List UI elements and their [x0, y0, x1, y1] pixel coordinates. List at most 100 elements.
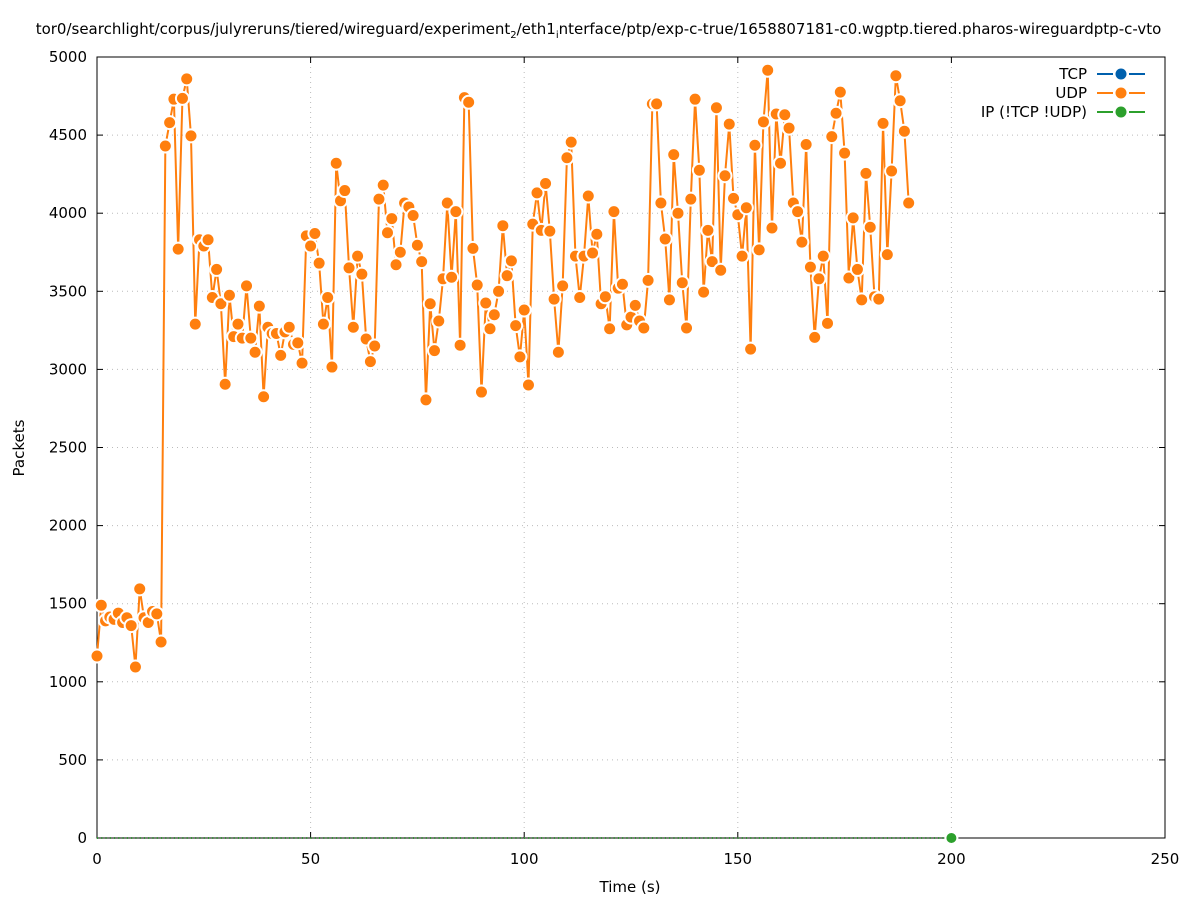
udp-data-point [273, 347, 289, 363]
udp-data-point [516, 302, 532, 318]
legend-label: UDP [1055, 84, 1087, 102]
udp-data-point [512, 349, 528, 365]
udp-data-point [478, 295, 494, 311]
udp-data-point [89, 648, 105, 664]
udp-data-point [495, 218, 511, 234]
legend-marker [1115, 87, 1127, 99]
udp-data-point [824, 129, 840, 145]
udp-data-point [892, 93, 908, 109]
udp-data-point [858, 165, 874, 181]
grid [97, 57, 1165, 838]
udp-data-point [209, 261, 225, 277]
udp-data-point [367, 338, 383, 354]
y-tick-label: 3500 [49, 282, 87, 300]
udp-data-point [854, 292, 870, 308]
x-tick-label: 200 [937, 850, 966, 868]
udp-data-point [405, 208, 421, 224]
y-tick-label: 2000 [49, 517, 87, 535]
udp-data-point [687, 91, 703, 107]
udp-data-point [828, 105, 844, 121]
x-tick-label: 50 [301, 850, 320, 868]
legend-marker [1115, 106, 1127, 118]
udp-data-point [721, 116, 737, 132]
udp-data-point [256, 389, 272, 405]
udp-data-point [841, 270, 857, 286]
udp-data-point [529, 185, 545, 201]
y-tick-label: 4000 [49, 204, 87, 222]
udp-data-point [379, 225, 395, 241]
x-axis-label: Time (s) [599, 878, 661, 896]
udp-data-point [414, 254, 430, 270]
udp-data-point [221, 287, 237, 303]
udp-data-point [132, 581, 148, 597]
udp-data-point [875, 115, 891, 131]
udp-data-point [341, 260, 357, 276]
udp-data-point [764, 220, 780, 236]
udp-data-point [217, 376, 233, 392]
udp-data-point [542, 223, 558, 239]
udp-data-point [123, 618, 139, 634]
udp-data-point [520, 377, 536, 393]
udp-data-point [811, 271, 827, 287]
udp-data-point [183, 128, 199, 144]
udp-data-point [640, 272, 656, 288]
udp-data-point [320, 290, 336, 306]
y-tick-label: 4500 [49, 126, 87, 144]
udp-data-point [388, 257, 404, 273]
x-tick-label: 0 [92, 850, 102, 868]
udp-data-point [661, 292, 677, 308]
udp-data-point [452, 337, 468, 353]
udp-data-point [555, 278, 571, 294]
udp-data-point [307, 226, 323, 242]
udp-data-point [820, 315, 836, 331]
udp-data-point [187, 316, 203, 332]
udp-data-point [649, 96, 665, 112]
udp-data-point [602, 321, 618, 337]
x-tick-label: 250 [1151, 850, 1180, 868]
udp-data-point [473, 384, 489, 400]
udp-data-point [679, 320, 695, 336]
udp-data-point [674, 275, 690, 291]
udp-data-point [726, 190, 742, 206]
udp-data-point [153, 634, 169, 650]
udp-data-point [311, 255, 327, 271]
udp-data-point [717, 168, 733, 184]
udp-data-point [580, 188, 596, 204]
udp-data-point [503, 253, 519, 269]
udp-data-point [294, 355, 310, 371]
udp-data-point [465, 240, 481, 256]
udp-data-point [324, 359, 340, 375]
udp-data-point [375, 177, 391, 193]
udp-data-point [422, 296, 438, 312]
udp-data-point [734, 248, 750, 264]
x-tick-label: 150 [723, 850, 752, 868]
legend-marker [1115, 68, 1127, 80]
series-layer [89, 62, 959, 845]
udp-data-point [781, 120, 797, 136]
udp-data-point [315, 316, 331, 332]
udp-data-point [747, 137, 763, 153]
udp-data-point [538, 176, 554, 192]
udp-data-point [794, 234, 810, 250]
udp-data-point [93, 597, 109, 613]
udp-data-point [499, 268, 515, 284]
axes: 0500100015002000250030003500400045005000… [49, 48, 1180, 868]
udp-data-point [431, 313, 447, 329]
udp-data-point [559, 150, 575, 166]
udp-data-point [550, 344, 566, 360]
udp-data-point [798, 136, 814, 152]
udp-data-point [328, 155, 344, 171]
udp-data-point [614, 276, 630, 292]
legend-label: TCP [1058, 65, 1087, 83]
title-part: tor0/searchlight/corpus/julyreruns/tiere… [35, 20, 511, 38]
udp-data-point [627, 297, 643, 313]
udp-data-point [896, 123, 912, 139]
udp-data-point [572, 290, 588, 306]
udp-data-point [901, 195, 917, 211]
udp-data-point [585, 245, 601, 261]
udp-data-point [290, 335, 306, 351]
udp-data-point [807, 329, 823, 345]
udp-data-point [815, 248, 831, 264]
udp-data-point [251, 298, 267, 314]
